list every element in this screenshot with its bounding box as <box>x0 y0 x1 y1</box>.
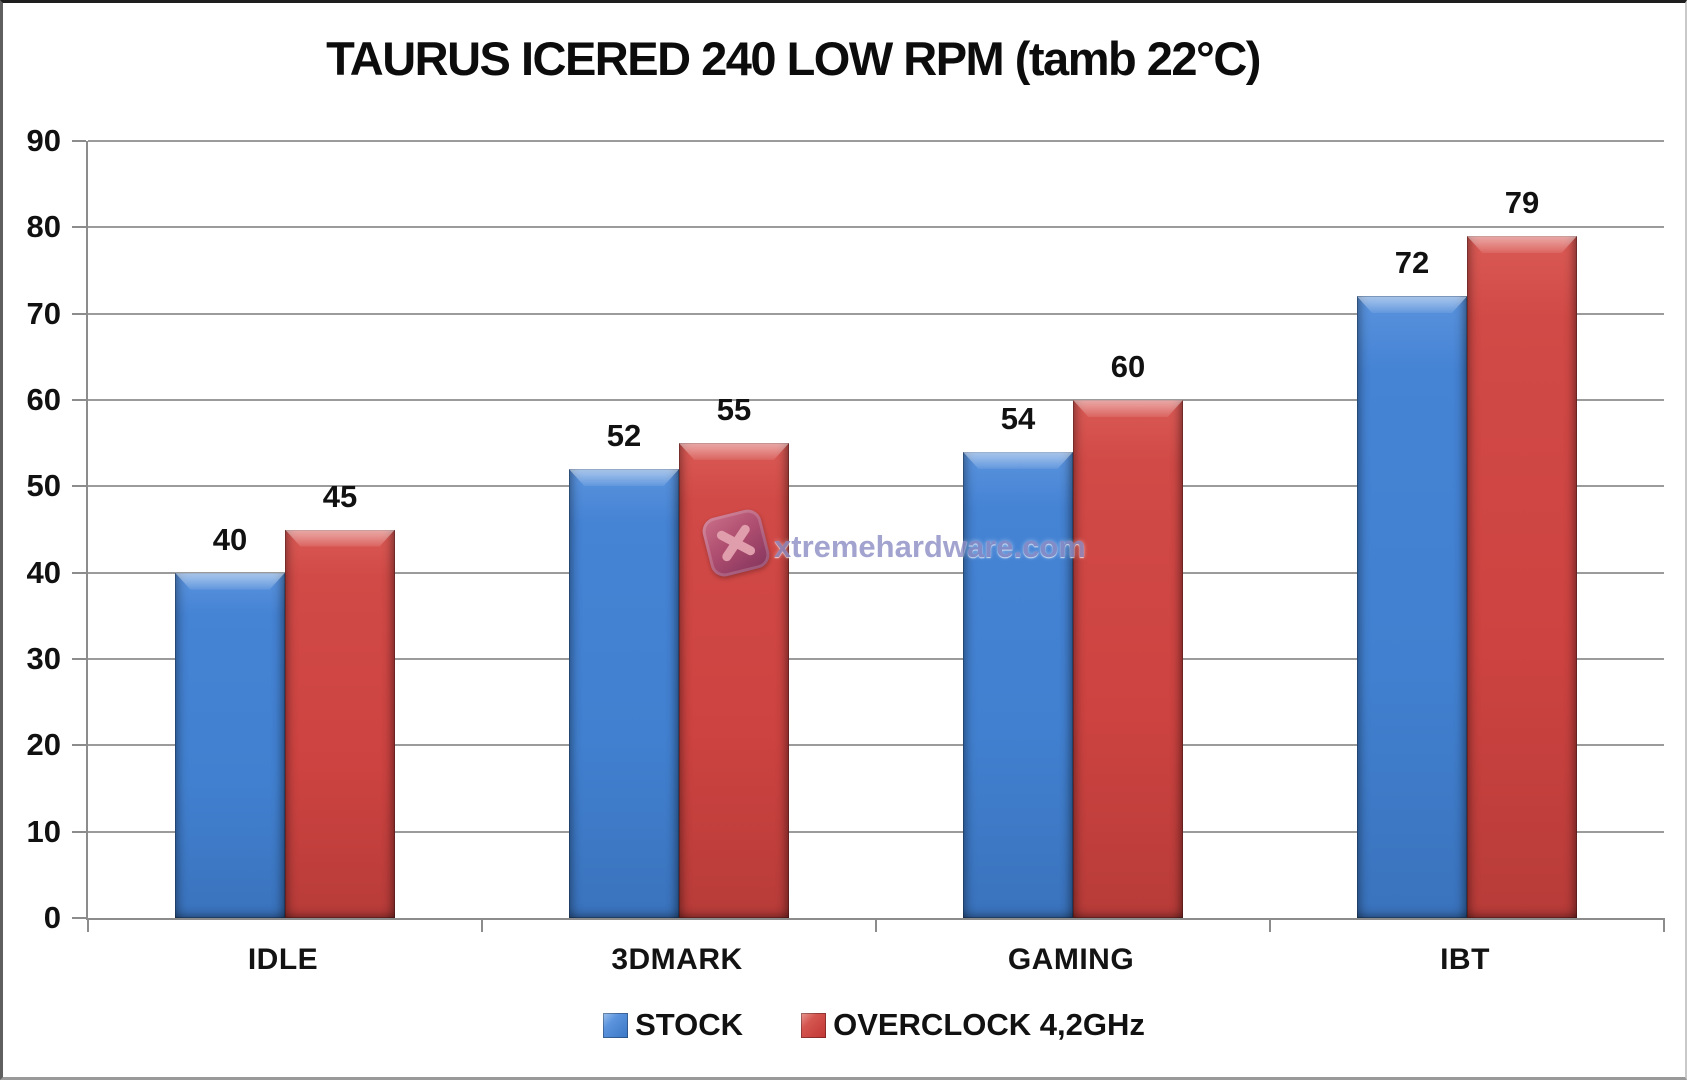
gridline-y10 <box>88 830 1664 833</box>
y-axis-label-50: 50 <box>26 468 61 504</box>
y-axis-label-20: 20 <box>26 727 61 763</box>
x-tick-4 <box>1663 918 1665 932</box>
gridline-y70 <box>88 312 1664 315</box>
y-axis-labels: 0 10 20 30 40 50 60 70 80 90 <box>3 125 61 934</box>
bar-ibt-overclock <box>1467 235 1577 918</box>
y-tick-80 <box>72 226 86 229</box>
y-tick-0 <box>72 917 86 919</box>
category-label-gaming: GAMING <box>1007 943 1135 976</box>
y-tick-20 <box>72 744 86 747</box>
y-axis-label-30: 30 <box>26 641 61 676</box>
y-axis-label-90: 90 <box>26 123 61 158</box>
x-axis-labels: IDLE 3DMARK GAMING IBT <box>86 943 1662 983</box>
value-label-gaming-overclock: 60 <box>1110 349 1146 384</box>
value-label-gaming-stock: 54 <box>1000 400 1036 436</box>
plot-area: 40 52 54 72 45 55 60 79 <box>72 140 1665 932</box>
bar-gaming-stock <box>963 451 1073 918</box>
watermark-text: xtremehardware.com <box>774 529 1086 564</box>
y-axis-label-60: 60 <box>26 382 61 417</box>
x-tick-2 <box>875 918 877 932</box>
watermark: xtremehardware.com <box>698 499 1086 619</box>
gridline-y40 <box>88 571 1664 574</box>
x-tick-0 <box>87 918 89 932</box>
gridline-y80 <box>88 226 1664 229</box>
bar-gaming-overclock <box>1073 400 1183 918</box>
gridline-y90 <box>88 140 1664 142</box>
y-tick-40 <box>72 571 86 574</box>
y-axis-label-70: 70 <box>26 295 61 331</box>
y-tick-90 <box>72 140 86 142</box>
xtremehardware-x-logo-icon <box>699 506 773 580</box>
y-tick-60 <box>72 399 86 401</box>
gridline-y30 <box>88 658 1664 660</box>
category-label-3dmark: 3DMARK <box>611 943 743 976</box>
bar-idle-overclock <box>285 529 395 918</box>
legend: STOCK OVERCLOCK 4,2GHz <box>86 1005 1662 1045</box>
gridline-y50 <box>88 485 1664 488</box>
value-label-ibt-stock: 72 <box>1394 245 1430 281</box>
legend-swatch-icon <box>603 1012 629 1038</box>
gridline-y20 <box>88 744 1664 747</box>
bar-idle-stock <box>175 572 285 918</box>
y-axis-label-40: 40 <box>26 554 61 590</box>
value-label-idle-overclock: 45 <box>322 478 358 514</box>
x-tick-3 <box>1269 918 1271 932</box>
category-label-ibt: IBT <box>1440 943 1490 976</box>
value-label-3dmark-overclock: 55 <box>716 392 752 428</box>
x-tick-1 <box>481 918 483 932</box>
y-tick-10 <box>72 830 86 833</box>
y-axis-label-80: 80 <box>26 209 61 245</box>
chart-title: TAURUS ICERED 240 LOW RPM (tamb 22°C) <box>326 32 1261 85</box>
y-tick-30 <box>72 658 86 660</box>
value-label-idle-stock: 40 <box>212 521 248 557</box>
y-tick-50 <box>72 485 86 488</box>
y-axis-label-10: 10 <box>26 813 61 849</box>
legend-item-stock: STOCK <box>603 1007 743 1043</box>
legend-item-overclock: OVERCLOCK 4,2GHz <box>801 1007 1145 1043</box>
category-label-idle: IDLE <box>247 943 319 976</box>
bar-3dmark-stock <box>569 469 679 918</box>
gridline-y60 <box>88 399 1664 401</box>
value-label-3dmark-stock: 52 <box>606 418 642 454</box>
legend-label: OVERCLOCK 4,2GHz <box>833 1007 1145 1042</box>
legend-label: STOCK <box>635 1007 744 1042</box>
bar-ibt-stock <box>1357 296 1467 918</box>
value-label-ibt-overclock: 79 <box>1504 184 1540 220</box>
legend-swatch-icon <box>801 1012 827 1038</box>
y-axis-label-0: 0 <box>43 900 61 935</box>
y-tick-70 <box>72 312 86 315</box>
